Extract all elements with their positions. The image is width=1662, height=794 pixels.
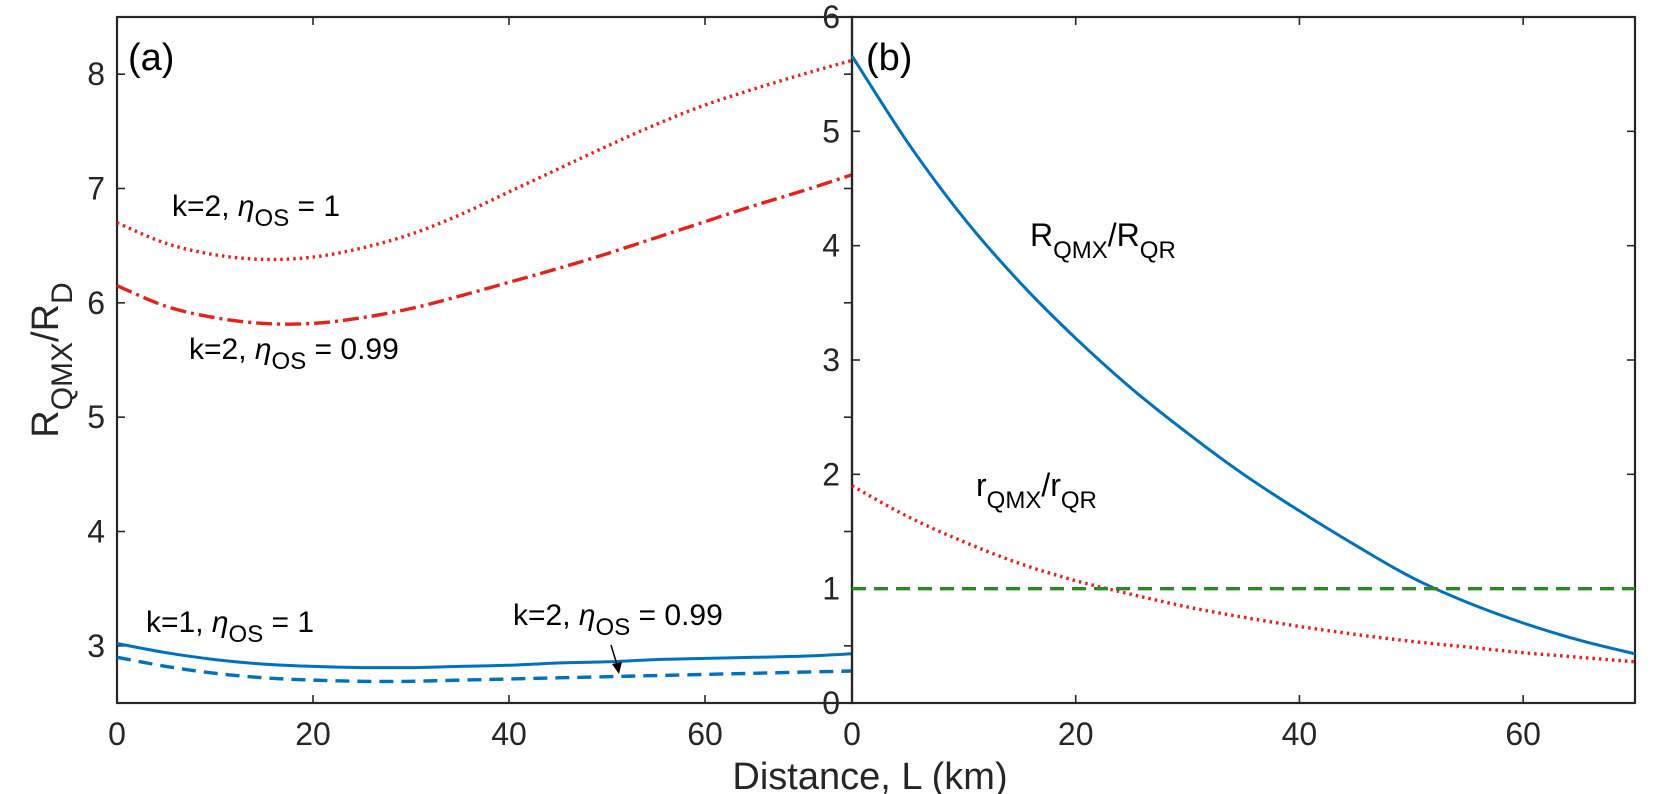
ytick-label-a-4: 4 xyxy=(87,514,105,550)
series-a-0 xyxy=(116,58,853,262)
series-a-3 xyxy=(116,655,853,684)
ytick-label-b-5: 5 xyxy=(822,113,840,149)
panel-b: 0 20 40 60 0 1 2 3 4 5 6 (b) RQMX/RQR rQMX/rQR xyxy=(822,0,1637,752)
annotation-arrow xyxy=(610,644,622,674)
ytick-label-a-7: 7 xyxy=(87,171,105,207)
xtick-label-a-60: 60 xyxy=(687,716,723,752)
annotation-b-RQMX-RQR: RQMX/RQR xyxy=(1030,217,1176,264)
ytick-label-b-2: 2 xyxy=(822,456,840,492)
xtick-label-b-20: 20 xyxy=(1058,716,1094,752)
annotation-b-rQMX-rQR: rQMX/rQR xyxy=(976,467,1097,514)
ytick-label-a-3: 3 xyxy=(87,628,105,664)
series-b-0 xyxy=(850,55,1636,656)
ylabel-mid: /R xyxy=(25,304,67,342)
xtick-label-a-40: 40 xyxy=(491,716,527,752)
xtick-label-b-40: 40 xyxy=(1282,716,1318,752)
ylabel-main: R xyxy=(25,410,67,437)
ytick-label-a-8: 8 xyxy=(87,56,105,92)
panel-a-series xyxy=(116,58,853,684)
ylabel-sub1: QMX xyxy=(46,342,79,410)
ytick-label-a-6: 6 xyxy=(87,285,105,321)
panel-a-ylabel: RQMX/RD xyxy=(25,282,79,437)
ylabel-sub2: D xyxy=(46,282,79,304)
ytick-label-a-5: 5 xyxy=(87,399,105,435)
series-a-2 xyxy=(116,642,853,670)
xtick-label-a-0: 0 xyxy=(108,716,126,752)
ytick-label-b-6: 6 xyxy=(822,0,840,35)
annotation-a-k2-eta1: k=2, ηOS = 1 xyxy=(172,190,340,232)
xtick-label-b-0: 0 xyxy=(843,716,861,752)
panel-b-series xyxy=(850,55,1636,664)
annotation-a-k2-eta099-blue: k=2, ηOS = 0.99 xyxy=(513,599,723,641)
ytick-label-b-1: 1 xyxy=(822,571,840,607)
series-b-1 xyxy=(851,484,1636,664)
series-a-1 xyxy=(116,173,853,326)
panel-b-tag: (b) xyxy=(866,37,912,79)
ytick-label-b-3: 3 xyxy=(822,342,840,378)
annotation-a-k1-eta1: k=1, ηOS = 1 xyxy=(146,606,314,648)
panel-a-tag: (a) xyxy=(128,37,174,79)
xtick-label-a-20: 20 xyxy=(295,716,331,752)
panel-b-ticks: 0 20 40 60 0 1 2 3 4 5 6 xyxy=(822,0,1635,752)
panel-b-frame xyxy=(850,15,1637,705)
ytick-label-b-4: 4 xyxy=(822,228,840,264)
annotation-a-k2-eta099-red: k=2, ηOS = 0.99 xyxy=(189,333,399,375)
x-axis-label: Distance, L (km) xyxy=(732,756,1007,794)
xtick-label-b-60: 60 xyxy=(1505,716,1541,752)
ytick-label-b-0: 0 xyxy=(822,685,840,721)
